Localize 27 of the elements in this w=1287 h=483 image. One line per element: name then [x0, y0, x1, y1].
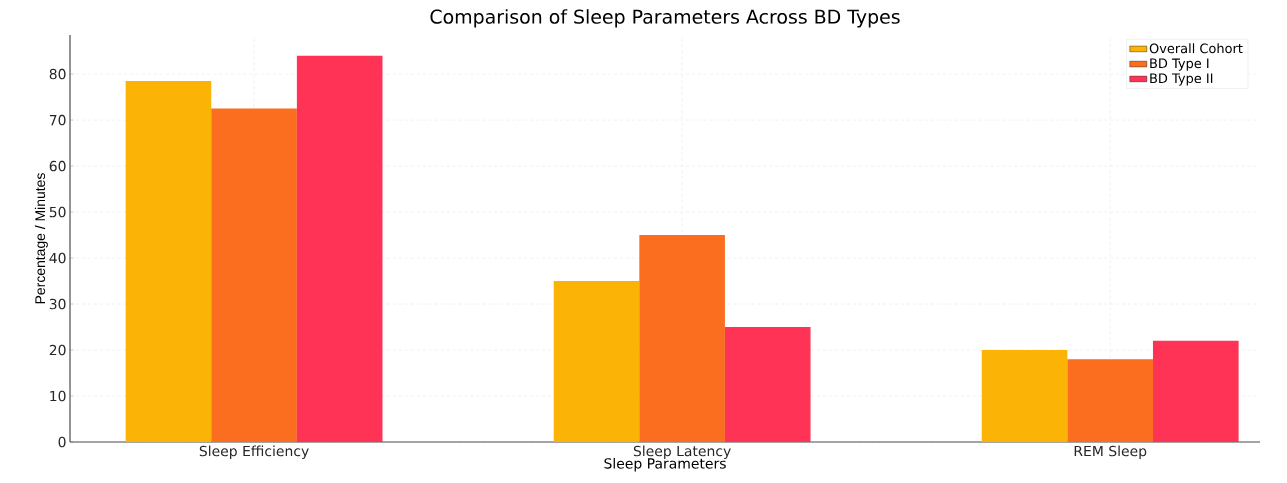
bar — [211, 108, 297, 442]
bar — [296, 55, 383, 442]
y-tick-label: 20 — [49, 344, 66, 356]
y-axis-title: Percentage / Minutes — [34, 173, 48, 304]
bar — [125, 80, 212, 442]
x-tick-label: Sleep Latency — [633, 445, 731, 460]
bar — [639, 235, 725, 442]
y-tick-label: 50 — [49, 206, 66, 218]
x-tick-label: REM Sleep — [1074, 445, 1147, 460]
y-tick-label: 70 — [49, 114, 66, 126]
x-axis-title: Sleep Parameters — [604, 457, 726, 472]
y-tick-label: 60 — [49, 160, 66, 172]
bar — [1152, 340, 1239, 442]
bar — [1067, 359, 1153, 442]
y-tick-label: 0 — [58, 436, 66, 448]
y-tick-label: 10 — [50, 390, 66, 402]
legend-label: BD Type II — [1150, 73, 1213, 86]
bar — [553, 281, 640, 442]
chart-title: Comparison of Sleep Parameters Across BD Types — [430, 9, 900, 28]
bar — [981, 350, 1068, 442]
y-tick-label: 30 — [49, 298, 66, 310]
y-tick-label: 40 — [49, 252, 66, 264]
bar — [724, 327, 811, 442]
y-tick-label: 80 — [49, 68, 66, 80]
legend-label: Overall Cohort — [1149, 43, 1243, 54]
legend-label: BD Type I — [1150, 58, 1209, 71]
x-tick-label: Sleep Efficiency — [199, 445, 309, 460]
